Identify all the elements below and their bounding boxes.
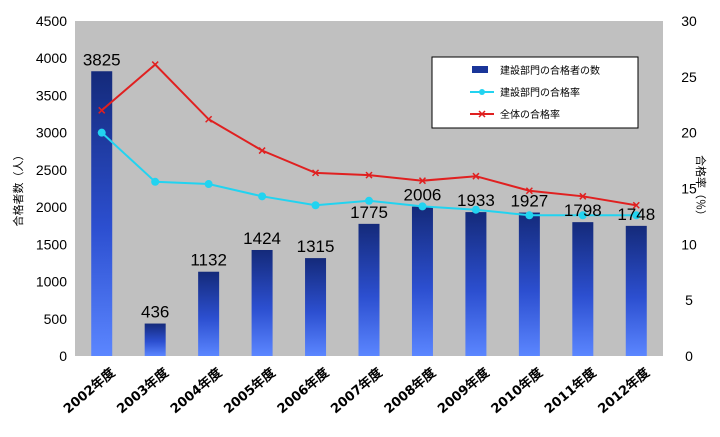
y2-tick-label: 15: [681, 181, 697, 197]
x-tick-label: 2009年度: [435, 364, 494, 417]
data-label: 1748: [617, 205, 655, 224]
y-tick-label: 3500: [36, 87, 67, 103]
data-label: 1424: [243, 229, 281, 248]
line-point: [365, 171, 373, 179]
line-point: [205, 115, 213, 123]
left-axis-title: 合格者数（人）: [11, 150, 25, 227]
y-tick-label: 2500: [36, 162, 67, 178]
line-point: [98, 106, 106, 114]
right-axis-title: 合格率（％）: [694, 155, 708, 221]
x-tick-label: 2005年度: [221, 364, 280, 417]
data-label: 1798: [564, 201, 602, 220]
x-tick-label: 2007年度: [328, 364, 387, 417]
line-point: [525, 211, 534, 220]
line-series: [97, 61, 641, 220]
left-axis-ticks: 0 500 1000 1500 2000 2500 3000 3500 4000 4500: [36, 13, 67, 364]
legend-swatch: [472, 66, 488, 73]
right-axis-ticks: 0 5 10 15 20 25 30: [681, 13, 697, 364]
line-point: [151, 177, 160, 186]
data-label: 1132: [190, 251, 227, 270]
line-point: [632, 211, 641, 220]
line-point: [418, 202, 427, 211]
bar: [305, 258, 327, 356]
y-tick-label: 1000: [36, 274, 67, 290]
x-tick-label: 2003年度: [114, 364, 173, 417]
legend-label: 全体の合格率: [500, 108, 560, 121]
bar: [251, 249, 273, 356]
y-tick-label: 4000: [36, 50, 67, 66]
x-tick-label: 2012年度: [595, 364, 654, 417]
y2-tick-label: 20: [681, 125, 697, 141]
line-point: [311, 201, 320, 210]
bar: [572, 222, 594, 356]
bar: [625, 225, 647, 356]
data-label: 436: [141, 303, 169, 322]
line-point: [632, 201, 640, 209]
y2-tick-label: 5: [685, 292, 693, 308]
data-labels: 3825 436 1132 1424 1315 1775 2006 1933 1927 1798 1…: [83, 50, 655, 321]
legend-item: 建設部門の合格者の数: [472, 64, 600, 77]
y-tick-label: 1500: [36, 236, 67, 252]
data-label: 1775: [350, 203, 388, 222]
y-tick-label: 500: [44, 311, 68, 327]
bar: [465, 212, 487, 356]
bar: [411, 206, 433, 356]
bar: [518, 212, 540, 356]
x-tick-label: 2008年度: [381, 364, 440, 417]
data-label: 1315: [297, 237, 335, 256]
line-point: [365, 196, 373, 205]
y-tick-label: 3000: [36, 125, 67, 141]
legend-box: [431, 56, 639, 129]
legend-item: 建設部門の合格率: [470, 86, 580, 99]
data-label: 1933: [457, 191, 495, 210]
line-point: [312, 169, 320, 177]
x-tick-label: 2004年度: [167, 364, 226, 417]
data-label: 3825: [83, 50, 121, 69]
x-tick-label: 2002年度: [60, 364, 119, 417]
x-tick-label: 2006年度: [274, 364, 333, 417]
legend-label: 建設部門の合格率: [500, 86, 580, 99]
line-point: [578, 211, 587, 220]
x-tick-label: 2010年度: [488, 364, 547, 417]
y2-tick-label: 10: [681, 236, 697, 252]
y-tick-label: 0: [59, 348, 67, 364]
line-point: [204, 180, 213, 189]
bar: [198, 271, 220, 356]
bar: [144, 323, 166, 356]
line-point: [97, 128, 106, 137]
bar-series: [91, 71, 647, 356]
legend-label: 建設部門の合格者の数: [500, 64, 600, 77]
x-tick-label: 2011年度: [541, 364, 600, 417]
y2-tick-label: 0: [685, 348, 693, 364]
bar: [358, 223, 380, 356]
line-point: [471, 205, 480, 214]
legend-item: 全体の合格率: [470, 108, 560, 121]
y2-tick-label: 30: [681, 13, 697, 29]
line-point: [151, 61, 159, 69]
line-point: [258, 192, 267, 201]
data-label: 2006: [404, 186, 442, 205]
y-tick-label: 4500: [36, 13, 67, 29]
line-point: [418, 177, 426, 185]
x-axis-ticks: 2002年度2003年度2004年度2005年度2006年度2007年度2008…: [60, 364, 653, 417]
line-point: [472, 172, 480, 180]
line-point: [579, 192, 587, 200]
bar: [91, 71, 113, 356]
y-tick-label: 2000: [36, 199, 67, 215]
line-point: [525, 187, 533, 195]
data-label: 1927: [510, 192, 548, 211]
line-point: [258, 147, 266, 155]
y2-tick-label: 25: [681, 69, 697, 85]
